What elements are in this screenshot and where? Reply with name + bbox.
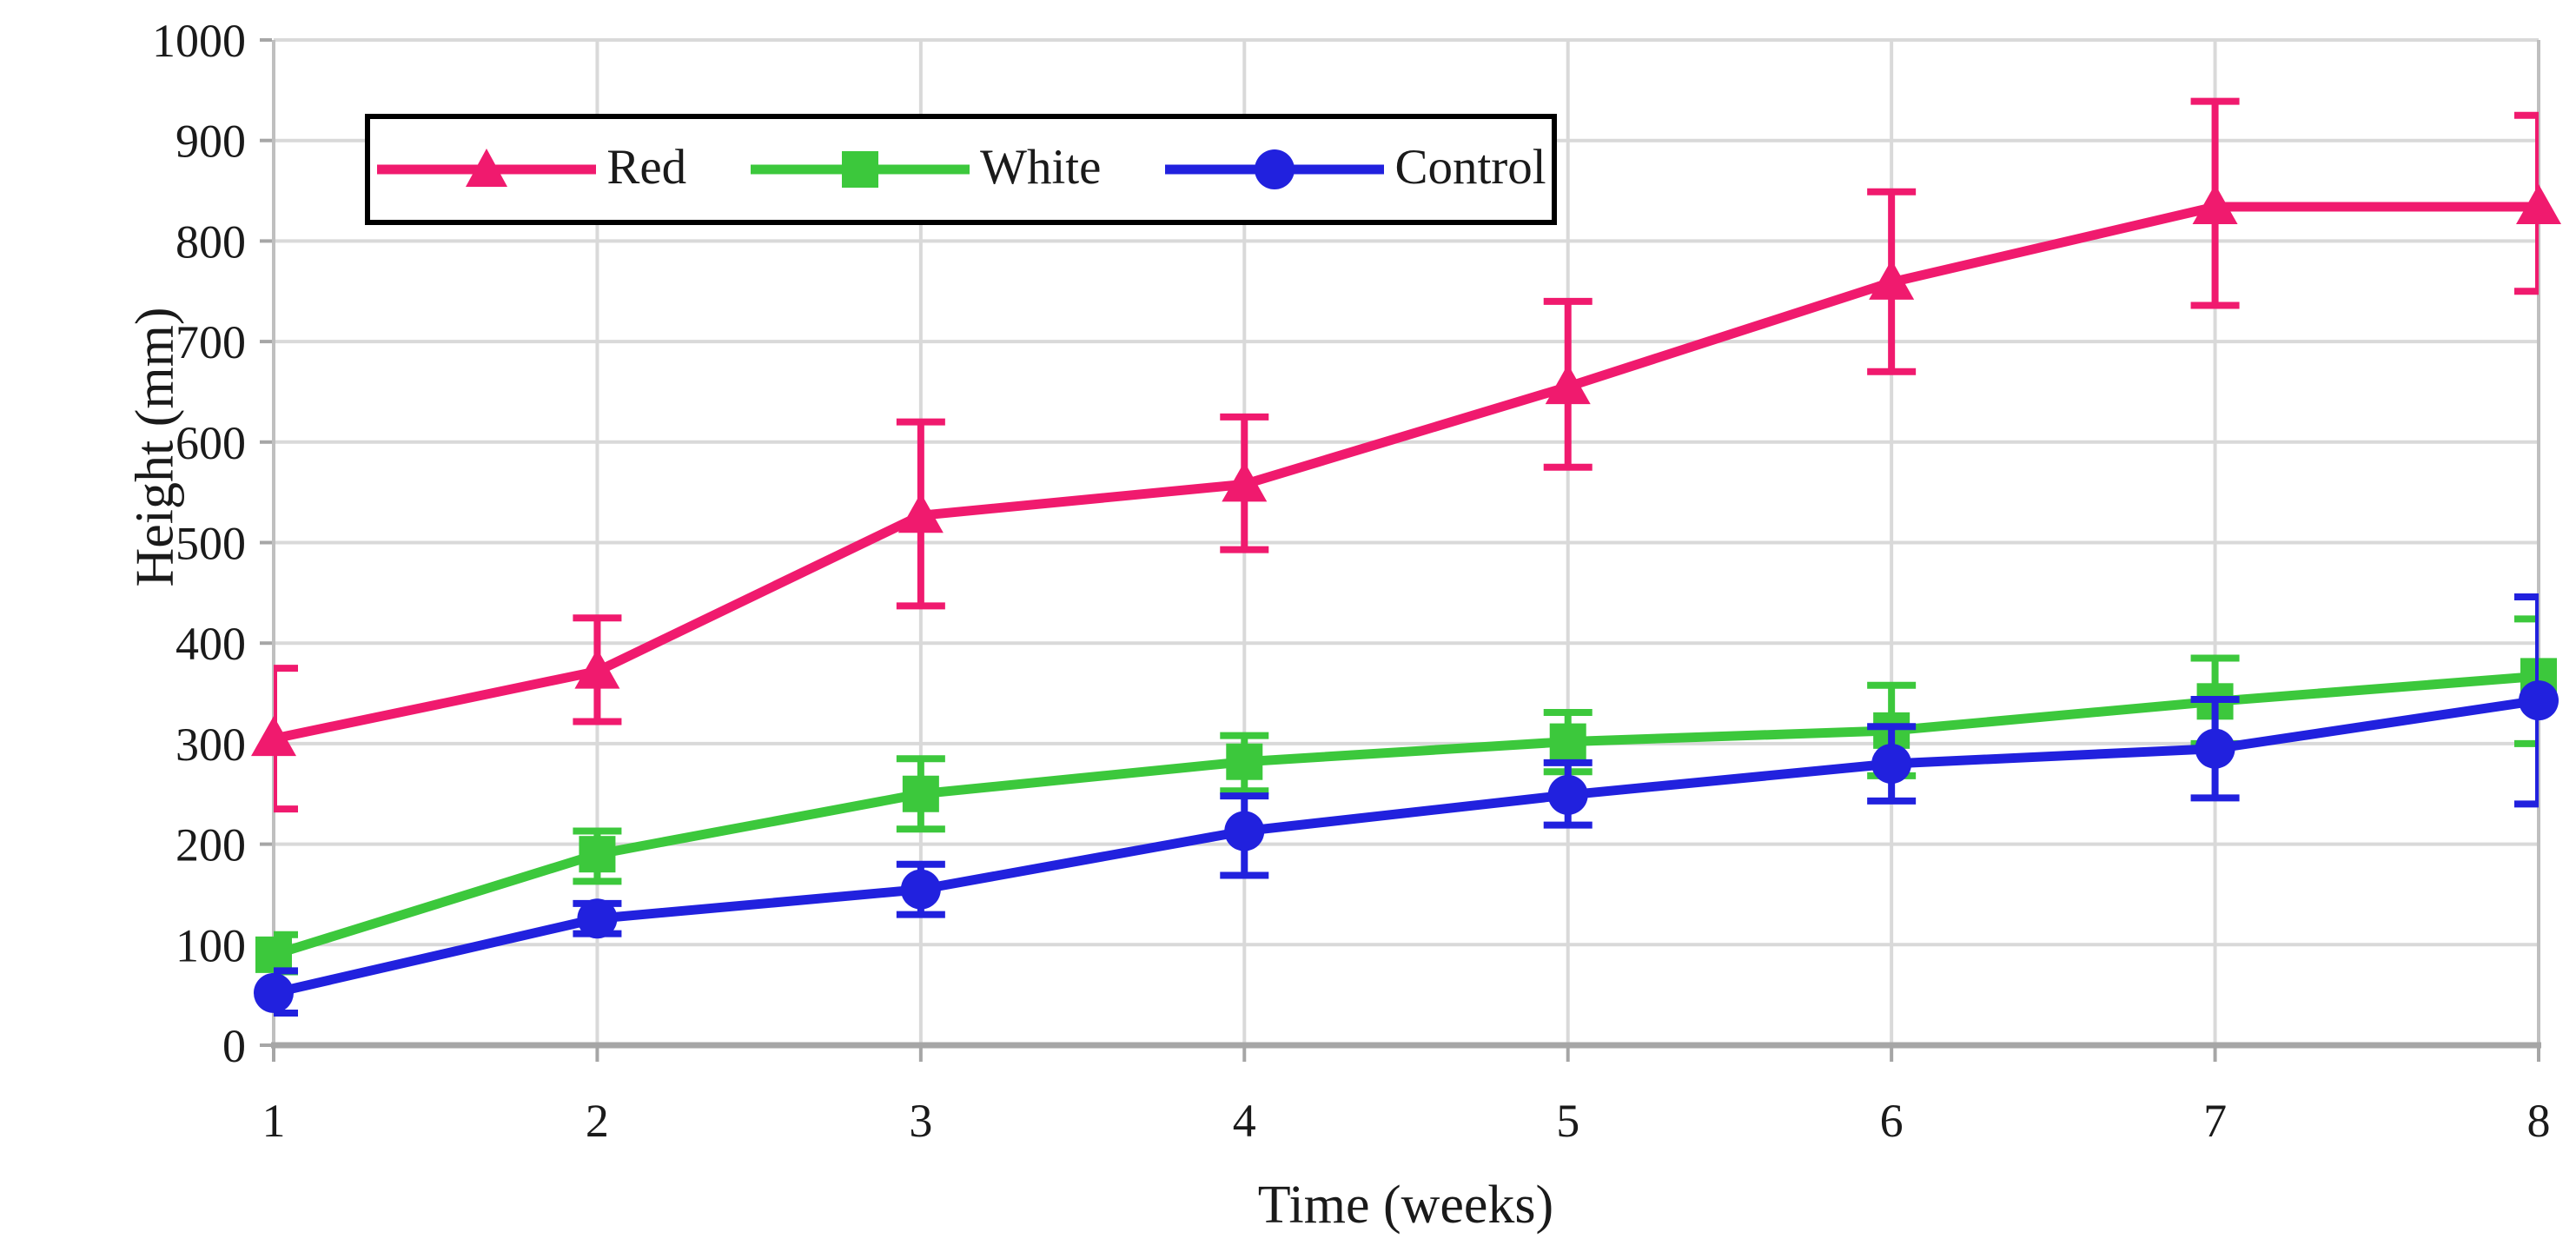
x-tick-label: 2	[586, 1095, 609, 1147]
legend-item-control: Control	[1163, 142, 1546, 197]
x-tick-label: 3	[909, 1095, 932, 1147]
y-tick-label: 700	[175, 316, 246, 368]
x-tick-label: 8	[2527, 1095, 2551, 1147]
y-tick-label: 200	[175, 819, 246, 871]
legend-item-white: White	[749, 142, 1101, 197]
x-tick-label: 5	[1556, 1095, 1579, 1147]
legend-label: Red	[606, 139, 687, 195]
x-tick-label: 1	[262, 1095, 286, 1147]
y-tick-label: 900	[175, 116, 246, 168]
triangle-markers-red	[251, 184, 2561, 757]
y-tick-label: 100	[175, 919, 246, 971]
y-tick-label: 600	[175, 417, 246, 469]
triangle-icon	[377, 149, 597, 187]
line-white	[272, 671, 2540, 960]
legend-label: White	[980, 139, 1102, 195]
legend-item-red: Red	[375, 142, 686, 197]
y-tick-label: 0	[222, 1020, 246, 1072]
line-red	[272, 202, 2539, 744]
y-axis-title: Height (mm)	[125, 307, 185, 587]
y-tick-labels: 0 100 200 300 400 500 600 700 800 900 1000	[152, 15, 246, 1072]
x-tick-label: 4	[1233, 1095, 1256, 1147]
y-tick-label: 400	[175, 618, 246, 670]
x-tick-label: 6	[1880, 1095, 1904, 1147]
y-tick-label: 800	[175, 215, 246, 268]
series-control	[254, 593, 2559, 1017]
line-control	[272, 695, 2540, 998]
circle-icon	[1165, 149, 1385, 189]
circle-markers-control	[254, 680, 2559, 1013]
series-red	[251, 97, 2561, 813]
x-tick-label: 7	[2203, 1095, 2227, 1147]
legend: Red White Control	[365, 114, 1557, 225]
y-tick-label: 300	[175, 719, 246, 771]
square-icon	[751, 151, 970, 188]
x-axis-title: Time (weeks)	[1257, 1176, 1554, 1235]
x-tick-labels: 1 2 3 4 5 6 7 8	[262, 1095, 2551, 1147]
y-tick-label: 1000	[152, 15, 246, 67]
y-tick-label: 500	[175, 518, 246, 570]
legend-label: Control	[1394, 139, 1546, 195]
